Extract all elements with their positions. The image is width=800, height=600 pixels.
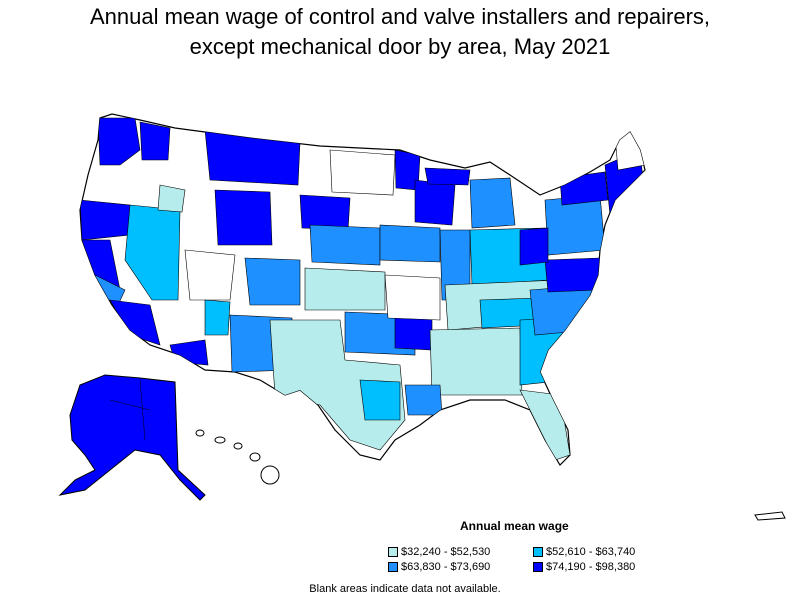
legend-label-3: $63,830 - $73,690: [401, 561, 491, 573]
hawaii-islands: [195, 429, 280, 485]
region-ms-al: [429, 327, 523, 396]
map-title: Annual mean wage of control and valve in…: [0, 2, 800, 62]
title-line-2: except mechanical door by area, May 2021: [189, 34, 611, 59]
alaska-outline: [58, 374, 206, 501]
legend-swatch-3: [388, 562, 398, 572]
legend-title: Annual mean wage: [460, 519, 569, 533]
region-wisconsin: [414, 179, 456, 226]
region-iowa: [379, 224, 441, 263]
region-louisiana: [404, 384, 443, 416]
region-sd: [299, 194, 351, 231]
region-wa-east: [139, 121, 171, 161]
region-ok-east: [394, 314, 433, 351]
region-virginia: [544, 257, 601, 293]
legend-swatch-2: [533, 547, 543, 557]
legend-item-1: $32,240 - $52,530: [388, 546, 490, 558]
alaska-interior-line: [109, 379, 151, 441]
region-pa-ny: [544, 194, 606, 256]
region-colorado: [244, 257, 301, 306]
legend-item-3: $63,830 - $73,690: [388, 561, 490, 573]
legend-label-1: $32,240 - $52,530: [401, 546, 491, 558]
region-carolinas: [529, 284, 596, 336]
region-wyoming: [214, 189, 273, 246]
region-nd: [329, 149, 396, 196]
region-kansas: [304, 267, 386, 311]
legend-item-2: $52,610 - $63,740: [533, 546, 635, 558]
region-florida: [519, 389, 571, 461]
puerto-rico: [754, 511, 786, 521]
title-line-1: Annual mean wage of control and valve in…: [89, 4, 711, 29]
region-id-small: [157, 184, 186, 213]
region-ny-north: [559, 171, 609, 206]
region-nebraska: [309, 224, 381, 266]
legend-label-4: $74,190 - $98,380: [546, 561, 636, 573]
legend-swatch-4: [533, 562, 543, 572]
region-ohio-east: [519, 227, 549, 266]
footnote: Blank areas indicate data not available.: [309, 583, 501, 595]
legend-label-2: $52,610 - $63,740: [546, 546, 636, 558]
region-michigan: [469, 177, 516, 229]
legend-swatch-1: [388, 547, 398, 557]
region-wa-coast: [97, 117, 141, 166]
region-or-west: [80, 199, 131, 241]
region-tx-east: [359, 379, 401, 421]
region-utah: [184, 249, 236, 301]
legend-item-4: $74,190 - $98,380: [533, 561, 635, 573]
region-missouri: [384, 274, 441, 321]
region-mi-north: [424, 167, 471, 186]
region-az-mid: [204, 299, 231, 336]
